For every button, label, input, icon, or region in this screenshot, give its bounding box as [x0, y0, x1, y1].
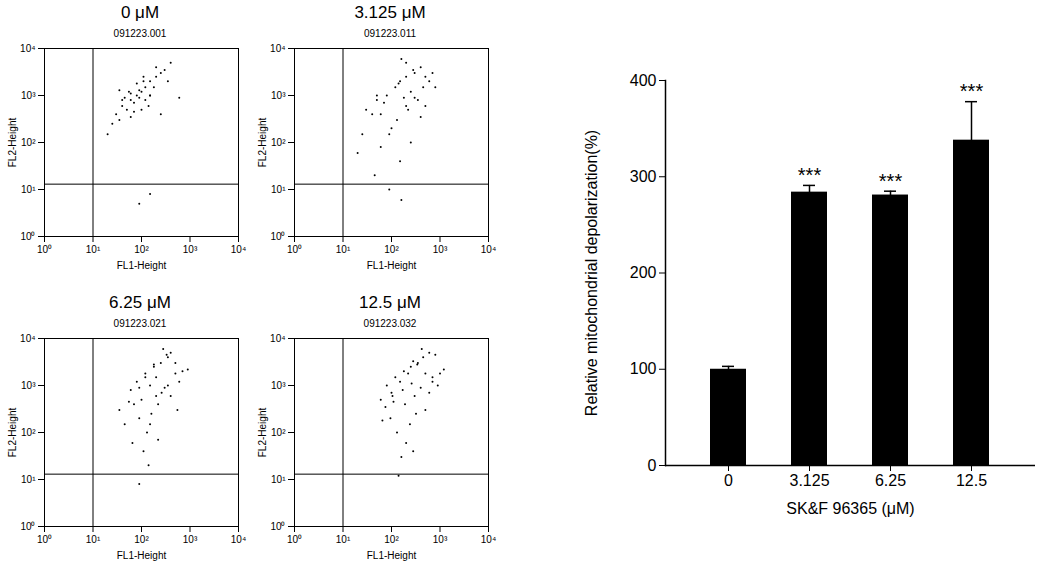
svg-text:10⁴: 10⁴ [231, 534, 246, 545]
svg-text:10⁴: 10⁴ [270, 43, 285, 54]
svg-text:10³: 10³ [271, 380, 286, 391]
svg-text:10²: 10² [134, 534, 149, 545]
svg-text:FL1-Height: FL1-Height [117, 260, 167, 271]
svg-text:10⁴: 10⁴ [481, 534, 496, 545]
svg-text:10⁴: 10⁴ [231, 244, 246, 255]
svg-text:10⁰: 10⁰ [287, 534, 302, 545]
svg-text:10³: 10³ [183, 244, 198, 255]
svg-text:FL2-Height: FL2-Height [257, 408, 268, 458]
html-text:091223.001: 091223.001 [113, 28, 167, 39]
svg-text:***: *** [960, 80, 984, 102]
html-text:6.25 μM: 6.25 μM [109, 293, 171, 312]
html-text:091223.021: 091223.021 [113, 318, 167, 329]
svg-text:300: 300 [630, 168, 657, 185]
svg-text:10⁴: 10⁴ [481, 244, 496, 255]
html-text:091223.032: 091223.032 [363, 318, 417, 329]
svg-text:10⁴: 10⁴ [270, 333, 285, 344]
html-text:3.125 μM: 3.125 μM [354, 3, 426, 22]
svg-text:10⁰: 10⁰ [37, 534, 52, 545]
svg-text:10²: 10² [384, 534, 399, 545]
svg-text:SK&F 96365 (μM): SK&F 96365 (μM) [786, 500, 914, 517]
svg-text:FL2-Height: FL2-Height [7, 118, 18, 168]
svg-text:3.125: 3.125 [789, 472, 829, 489]
svg-text:10¹: 10¹ [336, 244, 351, 255]
svg-text:Relative mitochondrial depolar: Relative mitochondrial depolarization(%) [583, 130, 600, 416]
svg-text:***: *** [879, 170, 903, 192]
svg-text:10¹: 10¹ [21, 184, 36, 195]
svg-text:10³: 10³ [183, 534, 198, 545]
svg-text:0: 0 [724, 472, 733, 489]
svg-text:10⁰: 10⁰ [20, 231, 35, 242]
svg-text:10⁰: 10⁰ [270, 521, 285, 532]
svg-text:12.5: 12.5 [956, 472, 987, 489]
svg-text:10²: 10² [21, 427, 36, 438]
svg-text:10¹: 10¹ [336, 534, 351, 545]
svg-text:10²: 10² [271, 137, 286, 148]
html-text:091223.011: 091223.011 [364, 28, 416, 39]
svg-text:***: *** [798, 164, 822, 186]
svg-text:10³: 10³ [21, 380, 36, 391]
svg-text:FL1-Height: FL1-Height [367, 260, 417, 271]
svg-text:10¹: 10¹ [21, 474, 36, 485]
svg-text:10³: 10³ [433, 534, 448, 545]
svg-text:400: 400 [630, 72, 657, 89]
svg-text:10¹: 10¹ [271, 184, 286, 195]
svg-text:200: 200 [630, 264, 657, 281]
svg-text:10²: 10² [384, 244, 399, 255]
svg-text:10²: 10² [21, 137, 36, 148]
svg-text:10⁴: 10⁴ [20, 333, 35, 344]
svg-text:10¹: 10¹ [86, 534, 101, 545]
svg-text:6.25: 6.25 [875, 472, 906, 489]
svg-text:100: 100 [630, 360, 657, 377]
svg-text:FL1-Height: FL1-Height [117, 550, 167, 561]
svg-text:0: 0 [648, 457, 657, 474]
svg-text:10⁰: 10⁰ [287, 244, 302, 255]
svg-text:10⁴: 10⁴ [20, 43, 35, 54]
svg-text:10³: 10³ [271, 90, 286, 101]
svg-text:FL1-Height: FL1-Height [367, 550, 417, 561]
svg-text:10³: 10³ [21, 90, 36, 101]
svg-text:10³: 10³ [433, 244, 448, 255]
svg-text:10⁰: 10⁰ [270, 231, 285, 242]
svg-text:10¹: 10¹ [86, 244, 101, 255]
html-text:0 μM: 0 μM [120, 3, 160, 22]
svg-text:10¹: 10¹ [271, 474, 286, 485]
svg-text:10²: 10² [134, 244, 149, 255]
html-text:12.5 μM: 12.5 μM [359, 293, 421, 312]
svg-text:10⁰: 10⁰ [37, 244, 52, 255]
svg-text:10⁰: 10⁰ [20, 521, 35, 532]
svg-text:10²: 10² [271, 427, 286, 438]
svg-text:FL2-Height: FL2-Height [257, 118, 268, 168]
svg-text:FL2-Height: FL2-Height [7, 408, 18, 458]
